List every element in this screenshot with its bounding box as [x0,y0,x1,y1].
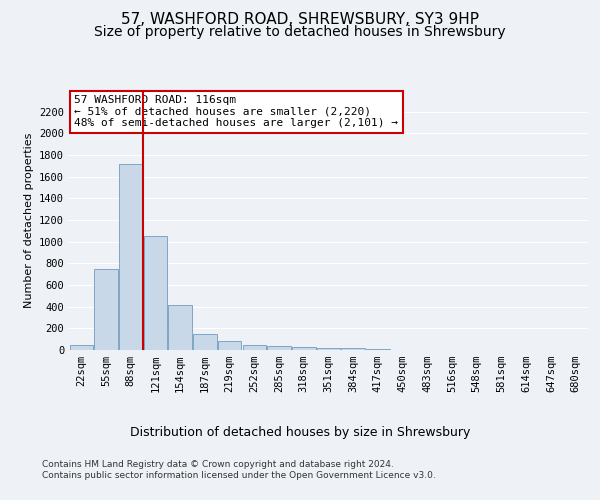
Bar [366,349,389,350]
Bar [94,268,118,350]
Bar [242,344,266,350]
Bar [119,164,143,350]
Bar [218,342,241,350]
Bar [268,346,291,350]
Bar [341,348,365,350]
Bar [193,334,217,350]
Text: Distribution of detached houses by size in Shrewsbury: Distribution of detached houses by size … [130,426,470,439]
Y-axis label: Number of detached properties: Number of detached properties [23,132,34,308]
Text: 57 WASHFORD ROAD: 116sqm
← 51% of detached houses are smaller (2,220)
48% of sem: 57 WASHFORD ROAD: 116sqm ← 51% of detach… [74,95,398,128]
Bar [317,348,340,350]
Text: Contains public sector information licensed under the Open Government Licence v3: Contains public sector information licen… [42,471,436,480]
Text: 57, WASHFORD ROAD, SHREWSBURY, SY3 9HP: 57, WASHFORD ROAD, SHREWSBURY, SY3 9HP [121,12,479,28]
Bar [144,236,167,350]
Bar [169,304,192,350]
Bar [70,344,93,350]
Bar [292,348,316,350]
Text: Contains HM Land Registry data © Crown copyright and database right 2024.: Contains HM Land Registry data © Crown c… [42,460,394,469]
Text: Size of property relative to detached houses in Shrewsbury: Size of property relative to detached ho… [94,25,506,39]
